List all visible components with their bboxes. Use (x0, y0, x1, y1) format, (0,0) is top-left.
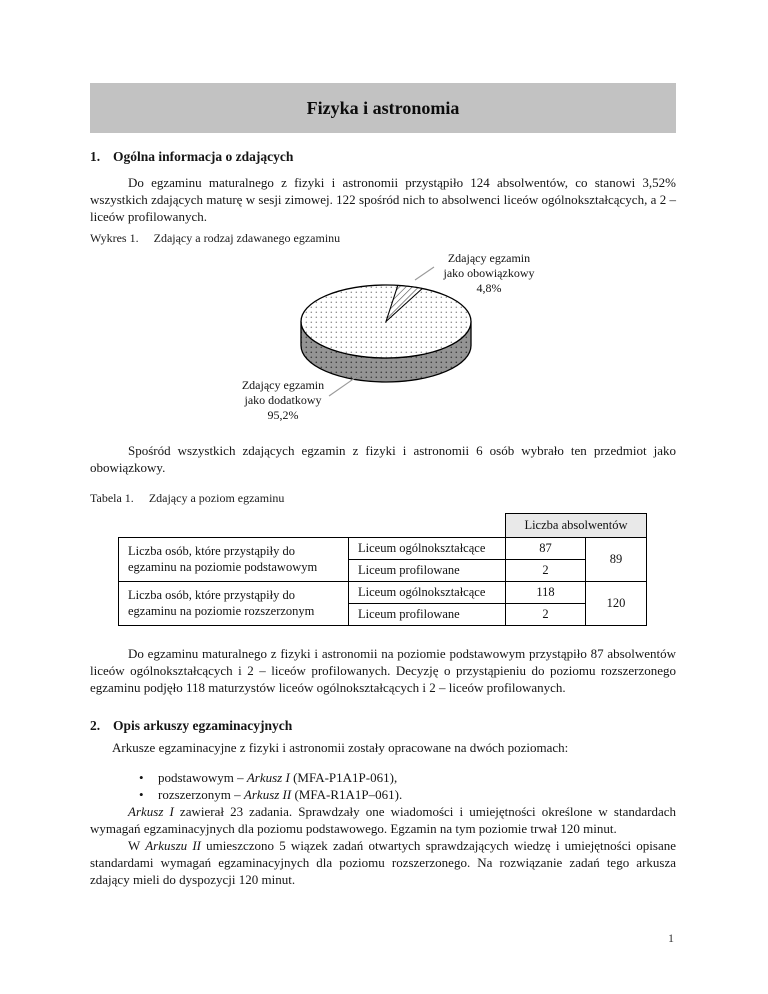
paragraph-level-summary: Do egzaminu maturalnego z fizyki i astro… (90, 646, 676, 695)
table-header-cell: Liczba absolwentów (505, 513, 647, 538)
exam-level-table: Liczba absolwentów Liczba osób, które pr… (118, 513, 647, 626)
section2-title: Opis arkuszy egzaminacyjnych (113, 718, 293, 733)
callout-additional-line1: Zdający egzamin (242, 378, 324, 392)
table-count-cell: 118 (505, 581, 586, 604)
table-group-extended: Liczba osób, które przystąpiły do egzami… (118, 581, 349, 626)
table-school-cell: Liceum profilowane (348, 603, 506, 626)
section1-number: 1. (90, 149, 101, 164)
table-total-extended: 120 (585, 581, 647, 626)
section1-title: Ogólna informacja o zdających (113, 149, 294, 164)
section2-heading: 2. Opis arkuszy egzaminacyjnych (90, 717, 676, 734)
leader-line-obligatory (414, 266, 435, 281)
table-row: Liczba osób, które przystąpiły do egzami… (118, 537, 647, 582)
pie-chart-svg: Zdający egzamin jako obowiązkowy 4,8% Zd… (242, 251, 535, 422)
pie-chart: Zdający egzamin jako obowiązkowy 4,8% Zd… (90, 246, 676, 431)
paragraph-arkusz2: W Arkuszu II umieszczono 5 wiązek zadań … (90, 838, 676, 887)
leader-line-additional (328, 372, 363, 397)
table-header-row: Liczba absolwentów (119, 513, 647, 538)
bullet-extended-text: rozszerzonym – Arkusz II (MFA-R1A1P–061)… (158, 787, 403, 802)
table-school-cell: Liceum ogólnokształcące (348, 537, 506, 560)
bullet-extended-level: • rozszerzonym – Arkusz II (MFA-R1A1P–06… (90, 786, 676, 803)
table-count-cell: 87 (505, 537, 586, 560)
section2-number: 2. (90, 718, 101, 733)
table-header-spacer (119, 514, 506, 538)
paragraph-sheets-intro: Arkusze egzaminacyjne z fizyki i astrono… (112, 740, 569, 755)
paragraph-arkusz1: Arkusz I zawierał 23 zadania. Sprawdzały… (90, 804, 676, 836)
bullet-icon: • (139, 770, 144, 785)
table-caption: Tabela 1. Zdający a poziom egzaminu (90, 491, 676, 506)
callout-additional-line2: jako dodatkowy (244, 393, 322, 407)
table-total-basic: 89 (585, 537, 647, 582)
pie-slice-obligatory (384, 284, 424, 324)
paragraph-exam-overview: Do egzaminu maturalnego z fizyki i astro… (90, 175, 676, 224)
section1-heading: 1. Ogólna informacja o zdających (90, 148, 676, 165)
chart-caption-text: Zdający a rodzaj zdawanego egzaminu (153, 231, 341, 245)
callout-obligatory-line1: Zdający egzamin (448, 251, 530, 265)
table-row: Liceum profilowane 2 (119, 603, 647, 626)
table-group-basic: Liczba osób, które przystąpiły do egzami… (118, 537, 349, 582)
table-school-cell: Liceum profilowane (348, 559, 506, 582)
table-count-cell: 2 (505, 603, 586, 626)
callout-obligatory-value: 4,8% (477, 281, 502, 295)
chart-caption-label: Wykres 1. (90, 231, 139, 245)
page-number: 1 (668, 931, 674, 945)
table-school-cell: Liceum ogólnokształcące (348, 581, 506, 604)
table-row: Liczba osób, które przystąpiły do egzami… (118, 581, 647, 626)
callout-obligatory-line2: jako obowiązkowy (443, 266, 535, 280)
chart-caption: Wykres 1. Zdający a rodzaj zdawanego egza… (90, 231, 676, 246)
bullet-basic-level: • podstawowym – Arkusz I (MFA-P1A1P-061)… (90, 769, 676, 786)
bullet-icon: • (139, 787, 144, 802)
paragraph-obligatory-choice: Spośród wszystkich zdających egzamin z f… (90, 443, 676, 475)
table-count-cell: 2 (505, 559, 586, 582)
title-banner: Fizyka i astronomia (90, 83, 676, 133)
table-caption-label: Tabela 1. (90, 491, 134, 505)
callout-additional-value: 95,2% (268, 408, 299, 422)
page-title: Fizyka i astronomia (306, 98, 460, 118)
bullet-basic-text: podstawowym – Arkusz I (MFA-P1A1P-061), (158, 770, 398, 785)
table-caption-text: Zdający a poziom egzaminu (148, 491, 285, 505)
